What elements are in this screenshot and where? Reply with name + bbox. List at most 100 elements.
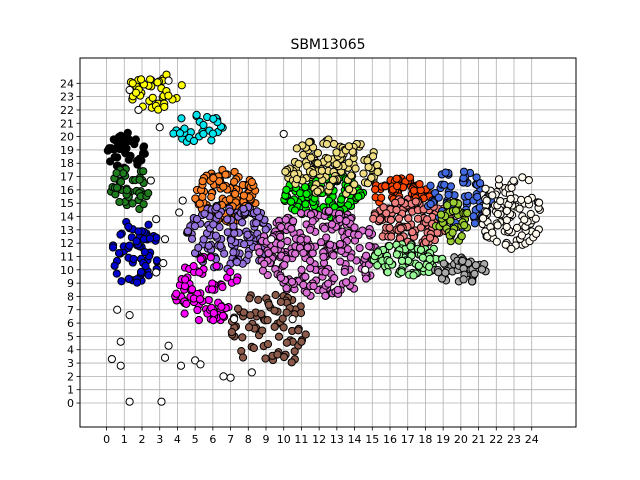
- scatter-point: [381, 182, 390, 191]
- scatter-point: [329, 251, 338, 260]
- scatter-point: [408, 227, 417, 237]
- scatter-point: [264, 300, 274, 309]
- scatter-point: [132, 237, 141, 246]
- scatter-point: [139, 142, 149, 151]
- scatter-point: [226, 236, 236, 245]
- scatter-point: [415, 179, 424, 189]
- scatter-point: [135, 154, 144, 163]
- scatter-point: [391, 198, 400, 207]
- scatter-point: [362, 251, 371, 260]
- x-tick-label: 21: [472, 433, 486, 446]
- scatter-point: [182, 299, 191, 308]
- scatter-point: [411, 197, 420, 206]
- scatter-point: [460, 221, 469, 230]
- scatter-point: [385, 257, 394, 266]
- scatter-point: [218, 282, 227, 292]
- scatter-point: [317, 166, 326, 175]
- scatter-point: [280, 260, 289, 269]
- scatter-point: [440, 180, 449, 189]
- y-tick-label: 23: [60, 91, 74, 104]
- scatter-point: [198, 177, 207, 186]
- scatter-point: [392, 181, 402, 191]
- scatter-point: [211, 231, 221, 240]
- scatter-point: [464, 191, 473, 200]
- scatter-point: [278, 314, 287, 323]
- scatter-point: [238, 333, 247, 342]
- scatter-point: [292, 144, 301, 153]
- scatter-point: [287, 277, 297, 286]
- scatter-point: [282, 185, 291, 194]
- scatter-point: [332, 148, 341, 157]
- scatter-point: [260, 259, 269, 269]
- scatter-point: [112, 183, 122, 192]
- scatter-point: [108, 243, 118, 252]
- scatter-point: [134, 227, 143, 236]
- scatter-point: [177, 81, 186, 90]
- x-tick-label: 10: [277, 433, 291, 446]
- scatter-point: [336, 240, 345, 249]
- scatter-point: [392, 205, 401, 215]
- scatter-point: [253, 207, 262, 216]
- scatter-point: [113, 305, 122, 314]
- scatter-point: [194, 316, 204, 325]
- scatter-point: [306, 153, 316, 162]
- x-tick-label: 23: [507, 433, 521, 446]
- scatter-point: [229, 177, 239, 186]
- scatter-point: [247, 368, 256, 377]
- axes-frame: [79, 57, 577, 428]
- scatter-point: [125, 85, 134, 95]
- scatter-point: [164, 91, 173, 100]
- scatter-point: [193, 305, 202, 315]
- scatter-point: [517, 195, 526, 204]
- scatter-point: [117, 277, 126, 286]
- scatter-point: [216, 241, 225, 250]
- scatter-point: [306, 225, 315, 234]
- scatter-point: [219, 372, 228, 381]
- scatter-point: [396, 224, 405, 233]
- scatter-point: [223, 215, 232, 224]
- scatter-point: [418, 253, 428, 262]
- scatter-point: [332, 159, 341, 169]
- scatter-point: [145, 234, 155, 243]
- y-tick-label: 18: [60, 157, 74, 170]
- scatter-point: [126, 151, 135, 160]
- scatter-point: [426, 199, 435, 209]
- scatter-point: [209, 220, 218, 229]
- y-tick-label: 14: [60, 211, 74, 224]
- scatter-point: [506, 194, 515, 203]
- scatter-point: [375, 215, 384, 224]
- scatter-point: [377, 193, 386, 202]
- scatter-point: [457, 232, 466, 241]
- scatter-point: [112, 168, 121, 178]
- scatter-point: [368, 152, 378, 161]
- scatter-point: [309, 281, 318, 291]
- scatter-point: [437, 274, 447, 283]
- x-tick-label: 5: [192, 433, 199, 446]
- scatter-point: [354, 192, 363, 201]
- scatter-point: [261, 354, 270, 363]
- scatter-point: [264, 249, 273, 258]
- scatter-point: [230, 315, 239, 324]
- scatter-point: [131, 135, 140, 144]
- scatter-point: [258, 326, 267, 335]
- y-tick-label: 2: [67, 370, 74, 383]
- scatter-point: [180, 309, 189, 318]
- scatter-point: [344, 158, 353, 167]
- scatter-point: [434, 193, 443, 202]
- scatter-point: [232, 257, 242, 267]
- scatter-point: [152, 215, 161, 224]
- scatter-point: [299, 280, 308, 290]
- scatter-point: [132, 278, 142, 287]
- scatter-point: [476, 179, 485, 188]
- x-tick-label: 6: [209, 433, 216, 446]
- scatter-point: [239, 204, 248, 213]
- scatter-point: [294, 326, 303, 335]
- scatter-point: [493, 209, 502, 219]
- y-tick-label: 13: [60, 224, 74, 237]
- scatter-point: [245, 294, 254, 303]
- scatter-point: [209, 114, 218, 123]
- scatter-point: [467, 277, 477, 286]
- scatter-point: [482, 208, 491, 217]
- scatter-point: [463, 208, 472, 218]
